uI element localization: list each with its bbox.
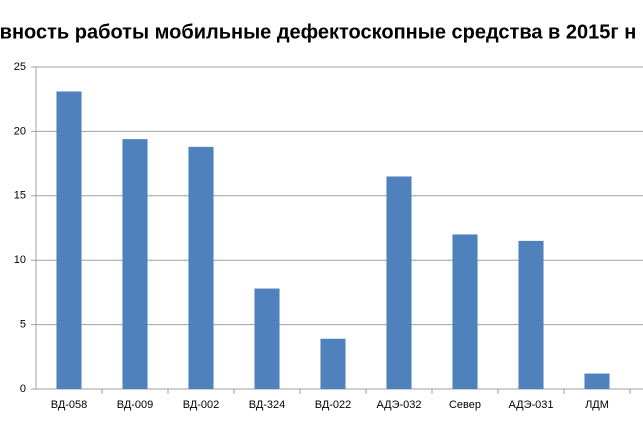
x-tick-label: ВД-324 <box>249 399 286 411</box>
y-tick-label: 10 <box>14 254 26 266</box>
x-tick-label: АДЭ-031 <box>508 399 553 411</box>
y-tick-label: 25 <box>14 61 26 73</box>
bar <box>122 139 148 389</box>
y-tick-label: 20 <box>14 125 26 137</box>
x-tick-label: ВД-022 <box>315 399 352 411</box>
x-tick-label: Север <box>449 399 481 411</box>
bar <box>452 234 478 389</box>
x-tick-label: АДЭ-032 <box>376 399 421 411</box>
y-tick-label: 5 <box>20 319 26 331</box>
y-tick-label: 0 <box>20 383 26 395</box>
bar <box>56 91 82 390</box>
y-tick-label: 15 <box>14 190 26 202</box>
x-tick-label: ВД-009 <box>117 399 154 411</box>
bar <box>254 288 280 389</box>
x-tick-label: ЛДМ <box>585 399 609 411</box>
x-tick-label: ВД-058 <box>51 399 88 411</box>
bar <box>518 240 544 389</box>
bar <box>188 146 214 389</box>
bar <box>386 176 412 389</box>
chart-title: вность работы мобильные дефектоскопные с… <box>0 21 636 43</box>
bar <box>584 373 610 389</box>
x-tick-label: ВД-002 <box>183 399 220 411</box>
bar <box>320 338 346 389</box>
